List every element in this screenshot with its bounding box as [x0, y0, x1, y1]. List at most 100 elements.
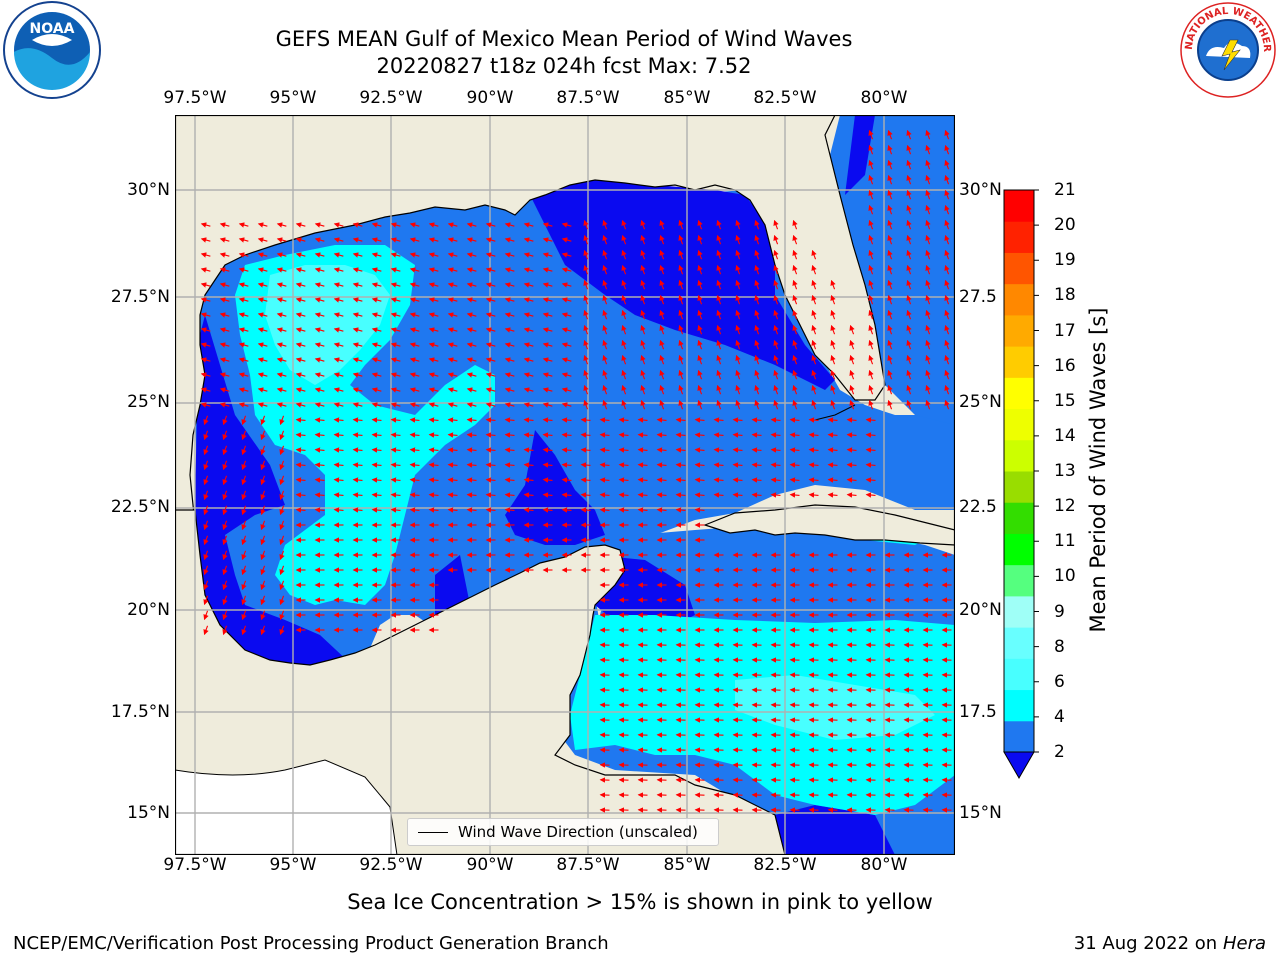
wind-wave-arrow — [390, 297, 401, 303]
wind-wave-arrow — [241, 445, 247, 456]
wind-wave-arrow — [887, 309, 893, 320]
chart-title: GEFS MEAN Gulf of Mexico Mean Period of … — [275, 27, 853, 51]
wind-wave-arrow — [808, 447, 819, 453]
wind-wave-arrow — [295, 327, 306, 333]
wind-wave-arrow — [542, 432, 553, 438]
wind-wave-arrow — [868, 204, 874, 215]
wind-wave-arrow — [409, 267, 420, 273]
wind-wave-arrow — [295, 492, 306, 498]
wind-wave-arrow — [751, 447, 762, 453]
wind-wave-arrow — [887, 189, 893, 200]
wind-wave-arrow — [485, 222, 496, 228]
wind-wave-arrow — [241, 475, 247, 486]
wind-wave-arrow — [241, 460, 247, 471]
wind-wave-arrow — [238, 402, 249, 408]
wind-wave-arrow — [409, 312, 420, 318]
wind-wave-arrow — [333, 312, 344, 318]
cuba-land — [703, 504, 955, 546]
wind-wave-arrow — [868, 234, 874, 245]
wind-wave-arrow — [371, 342, 382, 348]
wind-wave-arrow — [735, 234, 741, 245]
wind-wave-arrow — [276, 282, 287, 288]
wind-wave-arrow — [868, 324, 874, 335]
wind-wave-arrow — [925, 144, 931, 155]
wind-wave-arrow — [542, 252, 553, 258]
colorbar-tick: 15 — [1054, 390, 1076, 411]
wind-wave-arrow — [466, 387, 477, 393]
wind-wave-arrow — [523, 252, 534, 258]
wind-wave-arrow — [808, 432, 819, 438]
wind-wave-arrow — [659, 384, 665, 395]
colorbar-segment — [1004, 408, 1034, 441]
wind-wave-arrow — [276, 252, 287, 258]
wind-wave-arrow — [602, 294, 608, 305]
wind-wave-arrow — [640, 279, 646, 290]
wind-wave-arrow — [485, 252, 496, 258]
wind-wave-arrow — [428, 237, 439, 243]
wind-wave-arrow — [447, 372, 458, 378]
wind-wave-arrow — [694, 507, 705, 513]
wind-wave-arrow — [219, 252, 230, 258]
wind-wave-arrow — [599, 417, 610, 423]
wind-wave-arrow — [656, 462, 667, 468]
wind-wave-arrow — [260, 460, 266, 471]
colorbar-segment — [1004, 377, 1034, 410]
wind-wave-arrow — [754, 279, 760, 290]
wind-wave-arrow — [523, 327, 534, 333]
wind-wave-arrow — [773, 384, 779, 395]
colorbar — [1003, 189, 1039, 780]
wind-wave-arrow — [944, 129, 950, 140]
wind-wave-arrow — [675, 447, 686, 453]
colorbar-segment — [1004, 346, 1034, 378]
wind-wave-arrow — [390, 387, 401, 393]
wind-wave-arrow — [659, 354, 665, 365]
wind-wave-arrow — [352, 252, 363, 258]
wind-wave-arrow — [203, 445, 209, 456]
wind-wave-arrow — [694, 447, 705, 453]
wind-wave-arrow — [925, 294, 931, 305]
wind-wave-arrow — [792, 324, 798, 335]
wind-wave-arrow — [203, 475, 209, 486]
wind-wave-arrow — [279, 475, 285, 486]
wind-wave-arrow — [447, 402, 458, 408]
wind-wave-arrow — [602, 384, 608, 395]
florida-keys — [814, 404, 856, 421]
wind-wave-arrow — [773, 354, 779, 365]
wind-wave-arrow — [732, 477, 743, 483]
wind-wave-arrow — [276, 342, 287, 348]
wind-wave-arrow — [428, 477, 439, 483]
noaa-logo: NOAA — [2, 0, 102, 100]
wind-wave-arrow — [773, 309, 779, 320]
wind-wave-arrow — [906, 354, 912, 365]
wind-wave-arrow — [428, 282, 439, 288]
colorbar-label: Mean Period of Wind Waves [s] — [1086, 307, 1110, 633]
wind-wave-arrow — [523, 477, 534, 483]
wind-wave-arrow — [371, 402, 382, 408]
wind-wave-arrow — [735, 399, 741, 410]
wind-wave-arrow — [523, 312, 534, 318]
wind-wave-arrow — [260, 610, 266, 621]
wind-wave-arrow — [352, 297, 363, 303]
lat-tick-left: 15°N — [127, 803, 170, 823]
colorbar-tick: 16 — [1054, 355, 1076, 376]
wind-wave-arrow — [409, 492, 420, 498]
wind-wave-arrow — [314, 222, 325, 228]
lon-tick-top: 97.5°W — [163, 88, 227, 108]
wind-wave-arrow — [203, 505, 209, 516]
wind-wave-arrow — [602, 339, 608, 350]
us-land — [175, 115, 886, 526]
wind-wave-arrow — [371, 387, 382, 393]
wind-wave-arrow — [260, 565, 266, 576]
wind-wave-arrow — [219, 387, 230, 393]
wind-wave-arrow — [523, 282, 534, 288]
wind-wave-arrow — [295, 432, 306, 438]
wind-wave-arrow — [773, 324, 779, 335]
wind-wave-arrow — [868, 369, 874, 380]
wind-wave-arrow — [849, 324, 855, 335]
wind-wave-arrow — [409, 387, 420, 393]
wind-wave-arrow — [735, 324, 741, 335]
wind-wave-arrow — [219, 282, 230, 288]
wind-wave-arrow — [390, 342, 401, 348]
wind-wave-arrow — [621, 294, 627, 305]
wind-wave-arrow — [678, 249, 684, 260]
